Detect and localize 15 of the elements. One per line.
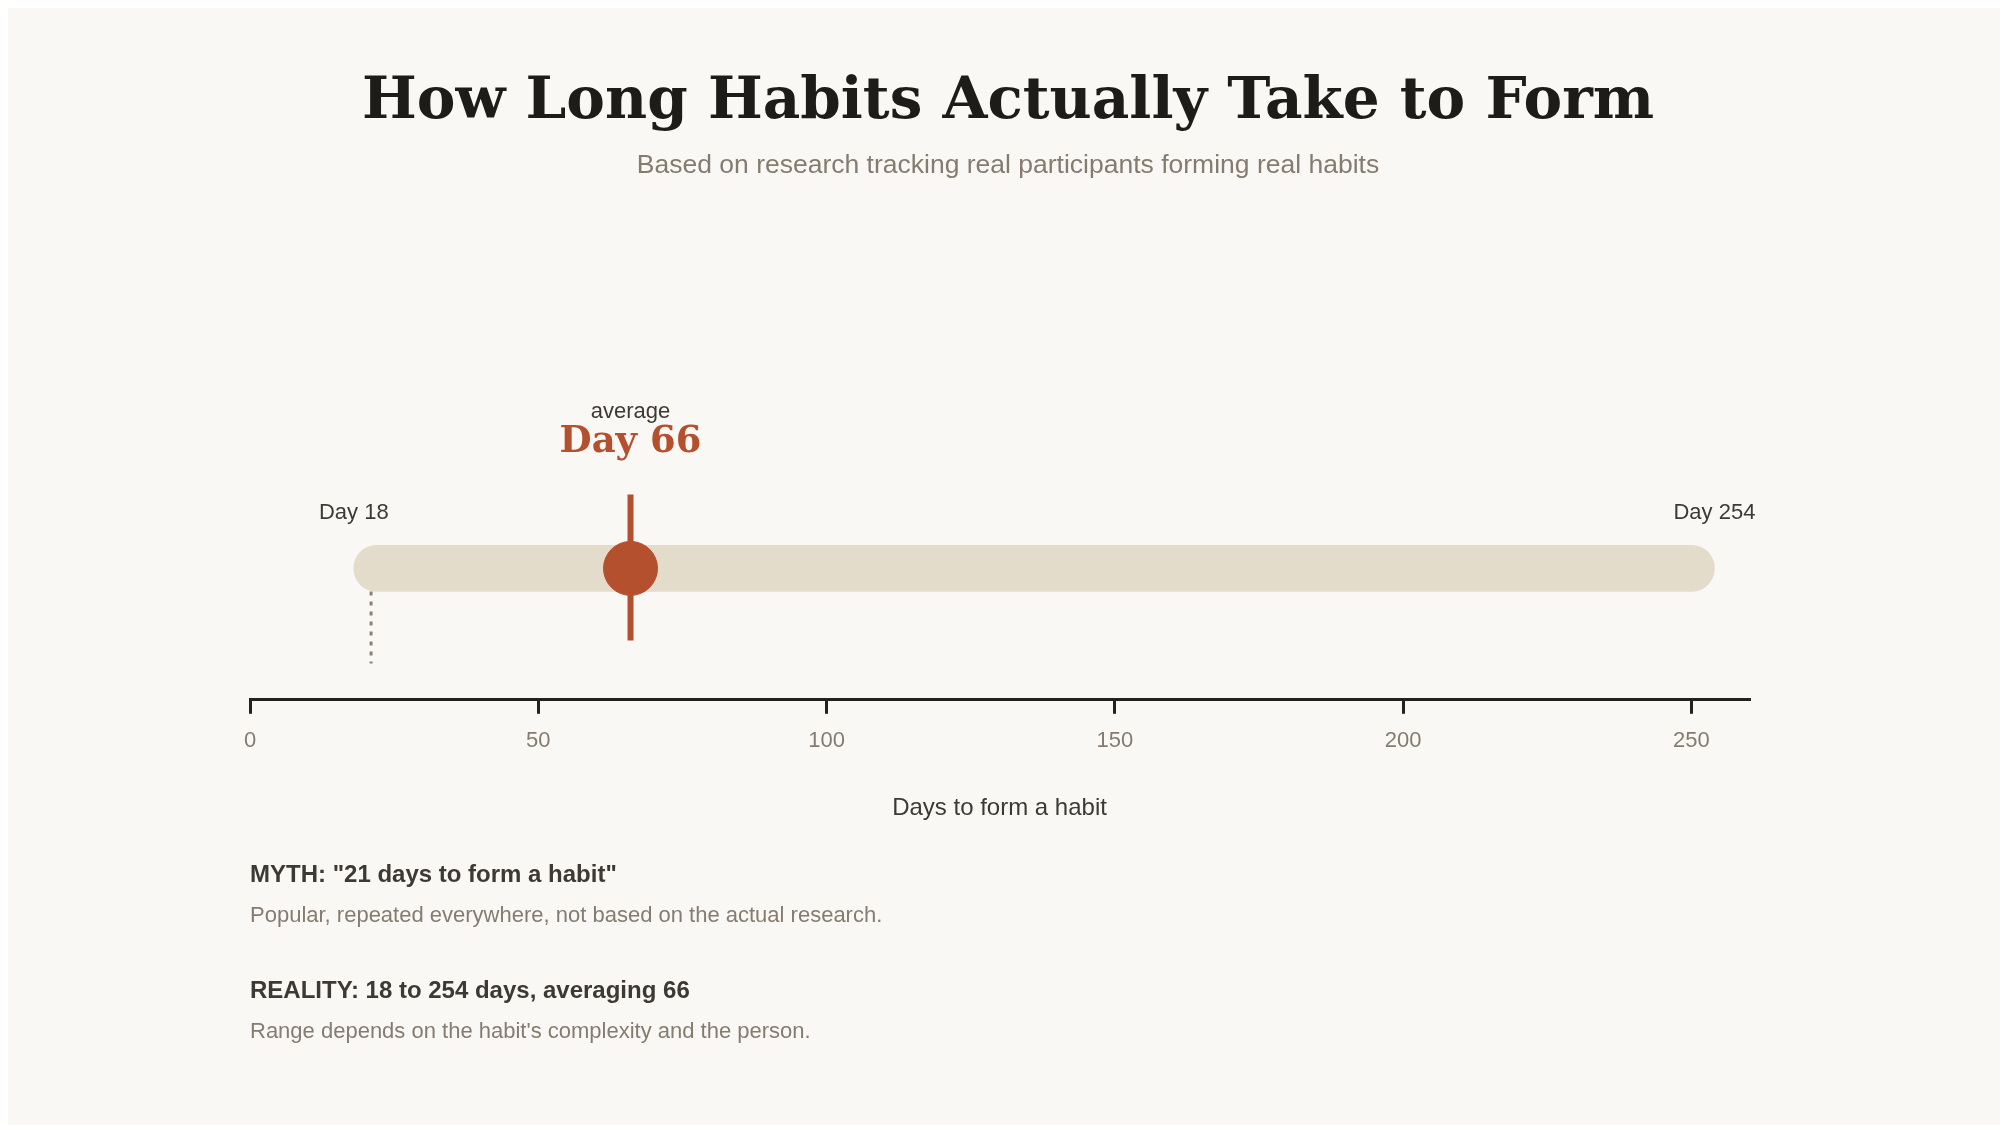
annotation: Day 254: [1673, 499, 1756, 525]
x-tick-label: 100: [808, 727, 845, 753]
x-tick-label: 0: [243, 727, 257, 753]
x-tick-label: 150: [1096, 727, 1134, 753]
chart-subtitle: Based on research tracking real participants forming real habits: [635, 149, 1381, 180]
chart-title: How Long Habits Actually Take to Form: [360, 64, 1656, 132]
x-tick-label: 50: [526, 727, 551, 753]
x-tick-label: 250: [1672, 727, 1710, 753]
x-tick-label: 200: [1384, 727, 1422, 753]
annotation: Day 18: [318, 499, 389, 525]
text: Range depends on the habit's complexity and the person.: [250, 1018, 812, 1044]
text: Popular, repeated everywhere, not based on the actual research.: [250, 902, 883, 928]
x-axis-title: Days to form a habit: [892, 793, 1108, 821]
text: REALITY: 18 to 254 days, averaging 66: [250, 976, 691, 1004]
text: MYTH: "21 days to form a habit": [250, 860, 618, 888]
